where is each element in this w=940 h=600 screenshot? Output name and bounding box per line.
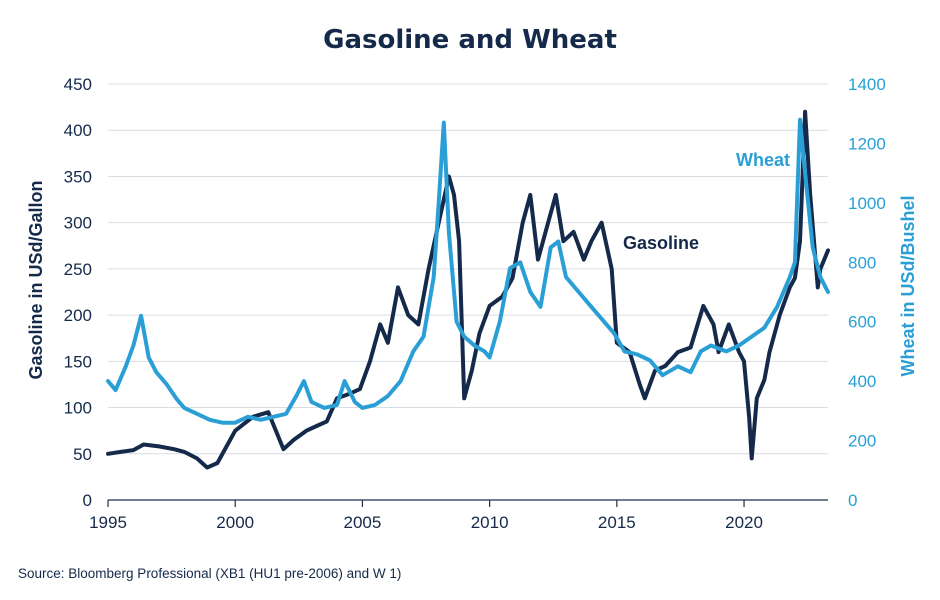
wheat-series-line bbox=[106, 117, 830, 425]
right-tick-label: 800 bbox=[848, 253, 876, 272]
gasoline-series-line bbox=[106, 109, 830, 470]
series-layer bbox=[106, 109, 830, 470]
x-tick-label: 2020 bbox=[725, 513, 763, 532]
left-axis-ticks: 0 50 100 150 200 250 300 350 400 450 bbox=[64, 75, 92, 510]
source-note: Source: Bloomberg Professional (XB1 (HU1… bbox=[18, 566, 401, 581]
right-tick-label: 400 bbox=[848, 372, 876, 391]
wheat-series-label: Wheat bbox=[736, 150, 790, 170]
chart-title: Gasoline and Wheat bbox=[323, 25, 617, 55]
x-tick-label: 2015 bbox=[598, 513, 636, 532]
left-tick-label: 150 bbox=[64, 352, 92, 371]
right-tick-label: 600 bbox=[848, 313, 876, 332]
right-tick-label: 200 bbox=[848, 432, 876, 451]
left-tick-label: 250 bbox=[64, 260, 92, 279]
x-axis-ticks: 1995 2000 2005 2010 2015 2020 bbox=[89, 500, 763, 532]
left-tick-label: 200 bbox=[64, 306, 92, 325]
left-tick-label: 0 bbox=[83, 491, 92, 510]
left-tick-label: 300 bbox=[64, 214, 92, 233]
right-tick-label: 0 bbox=[848, 491, 857, 510]
left-tick-label: 50 bbox=[73, 445, 92, 464]
x-tick-label: 2000 bbox=[216, 513, 254, 532]
gasoline-series-label: Gasoline bbox=[623, 233, 699, 253]
left-tick-label: 350 bbox=[64, 167, 92, 186]
right-tick-label: 1000 bbox=[848, 194, 886, 213]
right-tick-label: 1200 bbox=[848, 134, 886, 153]
right-tick-label: 1400 bbox=[848, 75, 886, 94]
x-tick-label: 2005 bbox=[344, 513, 382, 532]
left-axis-label: Gasoline in USd/Gallon bbox=[26, 180, 46, 379]
right-axis-ticks: 0 200 400 600 800 1000 1200 1400 bbox=[848, 75, 886, 510]
left-tick-label: 400 bbox=[64, 121, 92, 140]
x-tick-label: 1995 bbox=[89, 513, 127, 532]
right-axis-label: Wheat in USd/Bushel bbox=[898, 195, 918, 376]
x-tick-label: 2010 bbox=[471, 513, 509, 532]
left-tick-label: 100 bbox=[64, 399, 92, 418]
left-tick-label: 450 bbox=[64, 75, 92, 94]
gridlines bbox=[108, 83, 828, 455]
